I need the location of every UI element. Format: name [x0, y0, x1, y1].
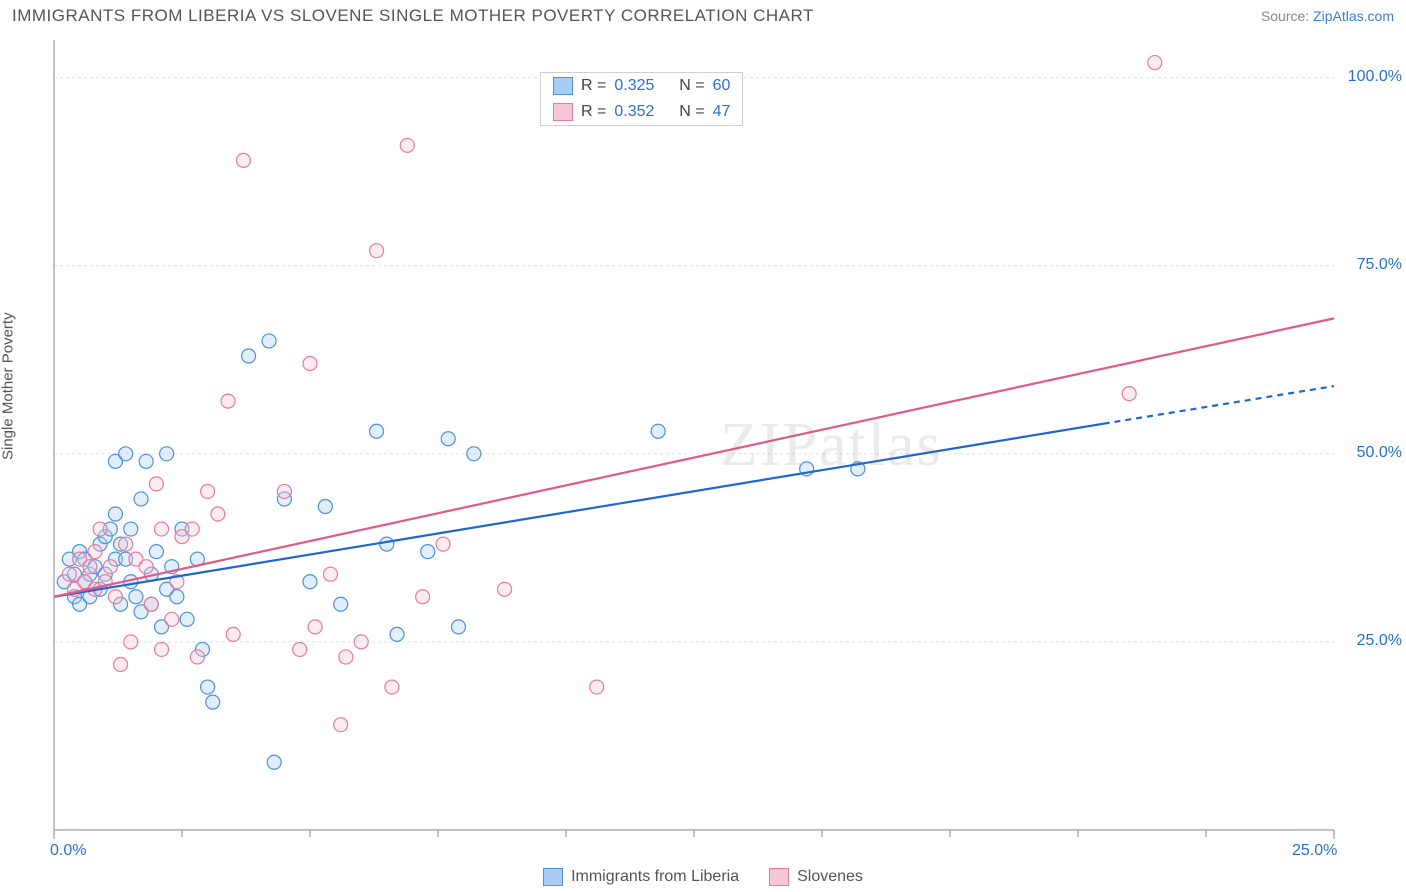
legend-item-slovenes: Slovenes — [769, 868, 863, 886]
y-tick-label: 100.0% — [1342, 68, 1402, 86]
legend-stats-row-slovenes: R = 0.352 N = 47 — [541, 99, 742, 125]
header: IMMIGRANTS FROM LIBERIA VS SLOVENE SINGL… — [0, 0, 1406, 30]
y-tick-label: 75.0% — [1342, 256, 1402, 274]
source-link[interactable]: ZipAtlas.com — [1313, 8, 1394, 24]
legend-item-liberia: Immigrants from Liberia — [543, 868, 739, 886]
x-tick-label: 25.0% — [1292, 842, 1337, 860]
y-axis-label: Single Mother Poverty — [0, 312, 17, 460]
source-label: Source: ZipAtlas.com — [1261, 8, 1394, 24]
legend-swatch-liberia-2 — [543, 868, 563, 886]
y-tick-label: 25.0% — [1342, 632, 1402, 650]
legend-stats: R = 0.325 N = 60 R = 0.352 N = 47 — [540, 72, 743, 126]
x-tick-label: 0.0% — [50, 842, 86, 860]
legend-swatch-slovenes — [553, 103, 573, 121]
y-tick-label: 50.0% — [1342, 444, 1402, 462]
legend-swatch-slovenes-2 — [769, 868, 789, 886]
legend-stats-row-liberia: R = 0.325 N = 60 — [541, 73, 742, 99]
scatter-plot — [44, 40, 1384, 840]
legend-swatch-liberia — [553, 77, 573, 95]
chart-title: IMMIGRANTS FROM LIBERIA VS SLOVENE SINGL… — [12, 6, 814, 26]
chart-area: Single Mother Poverty ZIPatlas R = 0.325… — [0, 30, 1406, 890]
legend-series: Immigrants from Liberia Slovenes — [0, 868, 1406, 886]
